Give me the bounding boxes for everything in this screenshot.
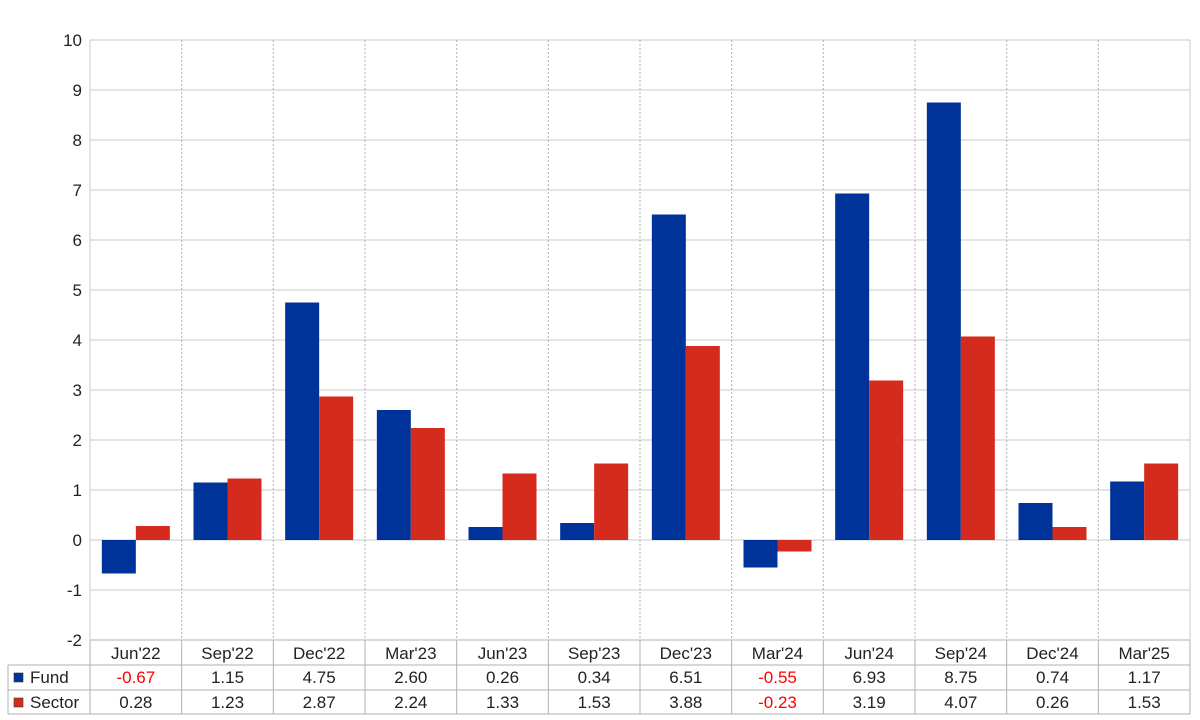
legend-label-fund: Fund bbox=[30, 668, 69, 687]
bar-sector bbox=[777, 540, 812, 552]
y-tick-label: 9 bbox=[73, 81, 82, 100]
bar-fund bbox=[1018, 503, 1053, 540]
bar-fund bbox=[193, 482, 228, 540]
bar-fund bbox=[560, 523, 595, 540]
x-tick-label: Jun'23 bbox=[478, 644, 528, 663]
data-label-fund: -0.55 bbox=[758, 668, 797, 687]
x-tick-label: Jun'22 bbox=[111, 644, 161, 663]
y-tick-label: 6 bbox=[73, 231, 82, 250]
bar-sector bbox=[1052, 527, 1087, 540]
y-tick-label: 4 bbox=[73, 331, 82, 350]
x-tick-label: Dec'22 bbox=[293, 644, 345, 663]
x-tick-label: Sep'22 bbox=[201, 644, 253, 663]
data-label-sector: 3.88 bbox=[669, 693, 702, 712]
bar-sector bbox=[960, 336, 995, 540]
data-label-sector: 0.28 bbox=[119, 693, 152, 712]
bar-fund bbox=[1110, 481, 1145, 540]
x-tick-label: Mar'25 bbox=[1118, 644, 1169, 663]
data-label-fund: 2.60 bbox=[394, 668, 427, 687]
bar-sector bbox=[319, 396, 354, 540]
y-tick-label: 7 bbox=[73, 181, 82, 200]
data-label-sector: 1.23 bbox=[211, 693, 244, 712]
x-tick-label: Sep'23 bbox=[568, 644, 620, 663]
data-label-fund: 6.93 bbox=[853, 668, 886, 687]
bar-sector bbox=[869, 380, 904, 540]
x-tick-label: Sep'24 bbox=[935, 644, 987, 663]
legend-label-sector: Sector bbox=[30, 693, 79, 712]
data-label-sector: -0.23 bbox=[758, 693, 797, 712]
x-tick-label: Mar'23 bbox=[385, 644, 436, 663]
bar-sector bbox=[227, 478, 262, 540]
x-tick-label: Mar'24 bbox=[752, 644, 803, 663]
bar-sector bbox=[410, 428, 445, 540]
bar-fund bbox=[285, 302, 320, 540]
x-tick-label: Dec'24 bbox=[1026, 644, 1078, 663]
y-tick-label: -1 bbox=[67, 581, 82, 600]
data-label-sector: 1.53 bbox=[1128, 693, 1161, 712]
bar-sector bbox=[594, 463, 629, 540]
data-label-fund: 0.74 bbox=[1036, 668, 1069, 687]
x-tick-label: Jun'24 bbox=[844, 644, 894, 663]
y-tick-label: 1 bbox=[73, 481, 82, 500]
data-label-sector: 0.26 bbox=[1036, 693, 1069, 712]
bar-sector bbox=[1144, 463, 1179, 540]
data-label-sector: 2.87 bbox=[303, 693, 336, 712]
bar-fund bbox=[468, 527, 503, 540]
data-label-sector: 3.19 bbox=[853, 693, 886, 712]
legend-swatch-sector bbox=[13, 697, 24, 708]
data-label-fund: 0.34 bbox=[578, 668, 611, 687]
data-label-fund: 1.15 bbox=[211, 668, 244, 687]
data-label-fund: 0.26 bbox=[486, 668, 519, 687]
bar-fund bbox=[376, 410, 411, 540]
x-tick-label: Dec'23 bbox=[660, 644, 712, 663]
data-label-fund: 4.75 bbox=[303, 668, 336, 687]
data-label-sector: 4.07 bbox=[944, 693, 977, 712]
bar-fund bbox=[926, 102, 961, 540]
data-label-fund: 1.17 bbox=[1128, 668, 1161, 687]
y-tick-label: -2 bbox=[67, 631, 82, 650]
data-label-fund: -0.67 bbox=[116, 668, 155, 687]
y-tick-label: 2 bbox=[73, 431, 82, 450]
data-label-sector: 2.24 bbox=[394, 693, 427, 712]
bar-fund bbox=[101, 540, 136, 574]
y-tick-label: 8 bbox=[73, 131, 82, 150]
y-tick-label: 10 bbox=[63, 31, 82, 50]
data-label-fund: 8.75 bbox=[944, 668, 977, 687]
bar-sector bbox=[502, 473, 537, 540]
data-label-sector: 1.33 bbox=[486, 693, 519, 712]
data-label-sector: 1.53 bbox=[578, 693, 611, 712]
y-tick-label: 5 bbox=[73, 281, 82, 300]
y-tick-label: 0 bbox=[73, 531, 82, 550]
bar-fund bbox=[835, 193, 870, 540]
bar-fund bbox=[651, 214, 686, 540]
bar-sector bbox=[685, 346, 720, 540]
y-tick-label: 3 bbox=[73, 381, 82, 400]
data-label-fund: 6.51 bbox=[669, 668, 702, 687]
bar-fund bbox=[743, 540, 778, 568]
legend-swatch-fund bbox=[13, 672, 24, 683]
bar-sector bbox=[135, 526, 170, 540]
